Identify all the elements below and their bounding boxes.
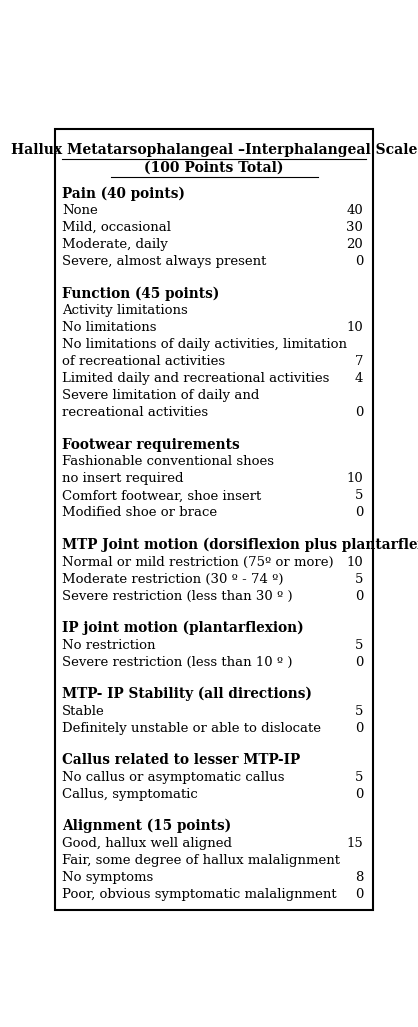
Text: Fair, some degree of hallux malalignment: Fair, some degree of hallux malalignment — [62, 853, 340, 867]
Text: Fashionable conventional shoes: Fashionable conventional shoes — [62, 455, 274, 468]
Text: 5: 5 — [355, 490, 363, 502]
FancyBboxPatch shape — [56, 128, 373, 910]
Text: Footwear requirements: Footwear requirements — [62, 438, 240, 452]
Text: 0: 0 — [355, 506, 363, 520]
Text: Modified shoe or brace: Modified shoe or brace — [62, 506, 217, 520]
Text: No symptoms: No symptoms — [62, 871, 153, 884]
Text: No limitations: No limitations — [62, 321, 156, 335]
Text: Good, hallux well aligned: Good, hallux well aligned — [62, 837, 232, 850]
Text: 0: 0 — [355, 655, 363, 669]
Text: no insert required: no insert required — [62, 472, 184, 486]
Text: 0: 0 — [355, 589, 363, 603]
Text: Normal or mild restriction (75º or more): Normal or mild restriction (75º or more) — [62, 556, 334, 569]
Text: Function (45 points): Function (45 points) — [62, 287, 219, 301]
Text: 20: 20 — [347, 238, 363, 252]
Text: recreational activities: recreational activities — [62, 407, 208, 419]
Text: Poor, obvious symptomatic malalignment: Poor, obvious symptomatic malalignment — [62, 888, 336, 901]
Text: No callus or asymptomatic callus: No callus or asymptomatic callus — [62, 771, 285, 784]
Text: Callus, symptomatic: Callus, symptomatic — [62, 788, 198, 801]
Text: Callus related to lesser MTP-IP: Callus related to lesser MTP-IP — [62, 753, 300, 767]
Text: of recreational activities: of recreational activities — [62, 355, 225, 369]
Text: No limitations of daily activities, limitation: No limitations of daily activities, limi… — [62, 338, 347, 351]
Text: 40: 40 — [347, 204, 363, 218]
Text: Alignment (15 points): Alignment (15 points) — [62, 819, 231, 833]
Text: Severe restriction (less than 30 º ): Severe restriction (less than 30 º ) — [62, 589, 293, 603]
Text: Severe, almost always present: Severe, almost always present — [62, 256, 266, 268]
Text: 5: 5 — [355, 572, 363, 585]
Text: 0: 0 — [355, 722, 363, 734]
Text: Moderate, daily: Moderate, daily — [62, 238, 168, 252]
Text: 10: 10 — [347, 556, 363, 569]
Text: 5: 5 — [355, 771, 363, 784]
Text: 4: 4 — [355, 373, 363, 385]
Text: None: None — [62, 204, 98, 218]
Text: 0: 0 — [355, 888, 363, 901]
Text: Mild, occasional: Mild, occasional — [62, 221, 171, 234]
Text: 10: 10 — [347, 321, 363, 335]
Text: No restriction: No restriction — [62, 639, 155, 651]
Text: Severe limitation of daily and: Severe limitation of daily and — [62, 389, 259, 403]
Text: IP joint motion (plantarflexion): IP joint motion (plantarflexion) — [62, 620, 303, 635]
Text: MTP- IP Stability (all directions): MTP- IP Stability (all directions) — [62, 687, 312, 701]
Text: 0: 0 — [355, 256, 363, 268]
Text: 0: 0 — [355, 788, 363, 801]
Text: Hallux Metatarsophalangeal –Interphalangeal Scale: Hallux Metatarsophalangeal –Interphalang… — [11, 143, 418, 157]
Text: Activity limitations: Activity limitations — [62, 304, 188, 317]
Text: 7: 7 — [355, 355, 363, 369]
Text: 8: 8 — [355, 871, 363, 884]
Text: 10: 10 — [347, 472, 363, 486]
Text: 5: 5 — [355, 705, 363, 718]
Text: 30: 30 — [347, 221, 363, 234]
Text: Severe restriction (less than 10 º ): Severe restriction (less than 10 º ) — [62, 655, 293, 669]
Text: (100 Points Total): (100 Points Total) — [145, 161, 284, 175]
Text: Pain (40 points): Pain (40 points) — [62, 186, 185, 200]
Text: 5: 5 — [355, 639, 363, 651]
Text: Stable: Stable — [62, 705, 105, 718]
Text: 15: 15 — [347, 837, 363, 850]
Text: 0: 0 — [355, 407, 363, 419]
Text: Moderate restriction (30 º - 74 º): Moderate restriction (30 º - 74 º) — [62, 572, 283, 585]
Text: Limited daily and recreational activities: Limited daily and recreational activitie… — [62, 373, 329, 385]
Text: Comfort footwear, shoe insert: Comfort footwear, shoe insert — [62, 490, 261, 502]
Text: Definitely unstable or able to dislocate: Definitely unstable or able to dislocate — [62, 722, 321, 734]
Text: MTP Joint motion (dorsiflexion plus plantarflexion): MTP Joint motion (dorsiflexion plus plan… — [62, 538, 418, 553]
